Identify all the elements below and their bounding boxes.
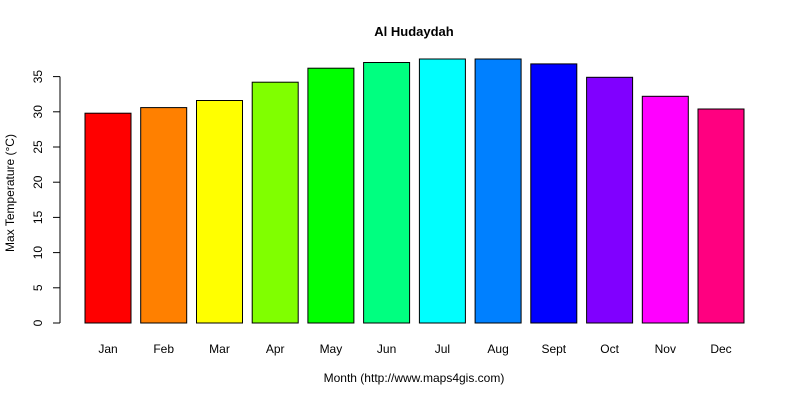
- x-tick-label: Aug: [487, 342, 508, 356]
- x-tick-label: Apr: [266, 342, 285, 356]
- bar-apr: [251, 81, 299, 324]
- y-tick-label: 10: [31, 246, 45, 260]
- x-tick-label: Nov: [655, 342, 676, 356]
- x-tick-label: Jul: [435, 342, 450, 356]
- x-tick-label: Jun: [377, 342, 396, 356]
- y-tick-label: 30: [31, 105, 45, 119]
- bar-nov: [641, 95, 689, 324]
- x-axis-label: Month (http://www.maps4gis.com): [324, 371, 505, 385]
- y-tick-label: 20: [31, 175, 45, 189]
- x-tick-label: Dec: [710, 342, 731, 356]
- bar-dec: [697, 108, 745, 324]
- bar-jun: [363, 62, 411, 324]
- y-tick-label: 15: [31, 210, 45, 224]
- y-tick-label: 35: [31, 70, 45, 84]
- x-tick-label: Sept: [541, 342, 566, 356]
- bar-may: [307, 67, 355, 324]
- x-tick-label: Oct: [600, 342, 619, 356]
- x-tick-labels: Jan Feb Mar Apr May Jun Jul Aug Sept Oct Nov Dec: [98, 342, 731, 356]
- x-tick-label: May: [320, 342, 343, 356]
- bar-jan: [84, 112, 132, 324]
- y-axis: 0 5 10 15 20 25 30 35: [31, 70, 61, 326]
- bar-feb: [140, 107, 188, 324]
- y-tick-label: 5: [31, 284, 45, 291]
- bar-mar: [196, 100, 243, 324]
- bar-oct: [586, 76, 634, 324]
- y-tick-label: 25: [31, 140, 45, 154]
- chart-title: Al Hudaydah: [374, 24, 454, 39]
- x-tick-label: Jan: [98, 342, 117, 356]
- bar-jul: [418, 58, 466, 324]
- x-tick-label: Feb: [153, 342, 174, 356]
- bars-group: [84, 58, 745, 324]
- bar-aug: [474, 58, 522, 324]
- y-tick-label: 0: [31, 319, 45, 326]
- bar-sept: [530, 63, 578, 324]
- y-axis-label: Max Temperature (°C): [3, 134, 17, 252]
- x-tick-label: Mar: [209, 342, 230, 356]
